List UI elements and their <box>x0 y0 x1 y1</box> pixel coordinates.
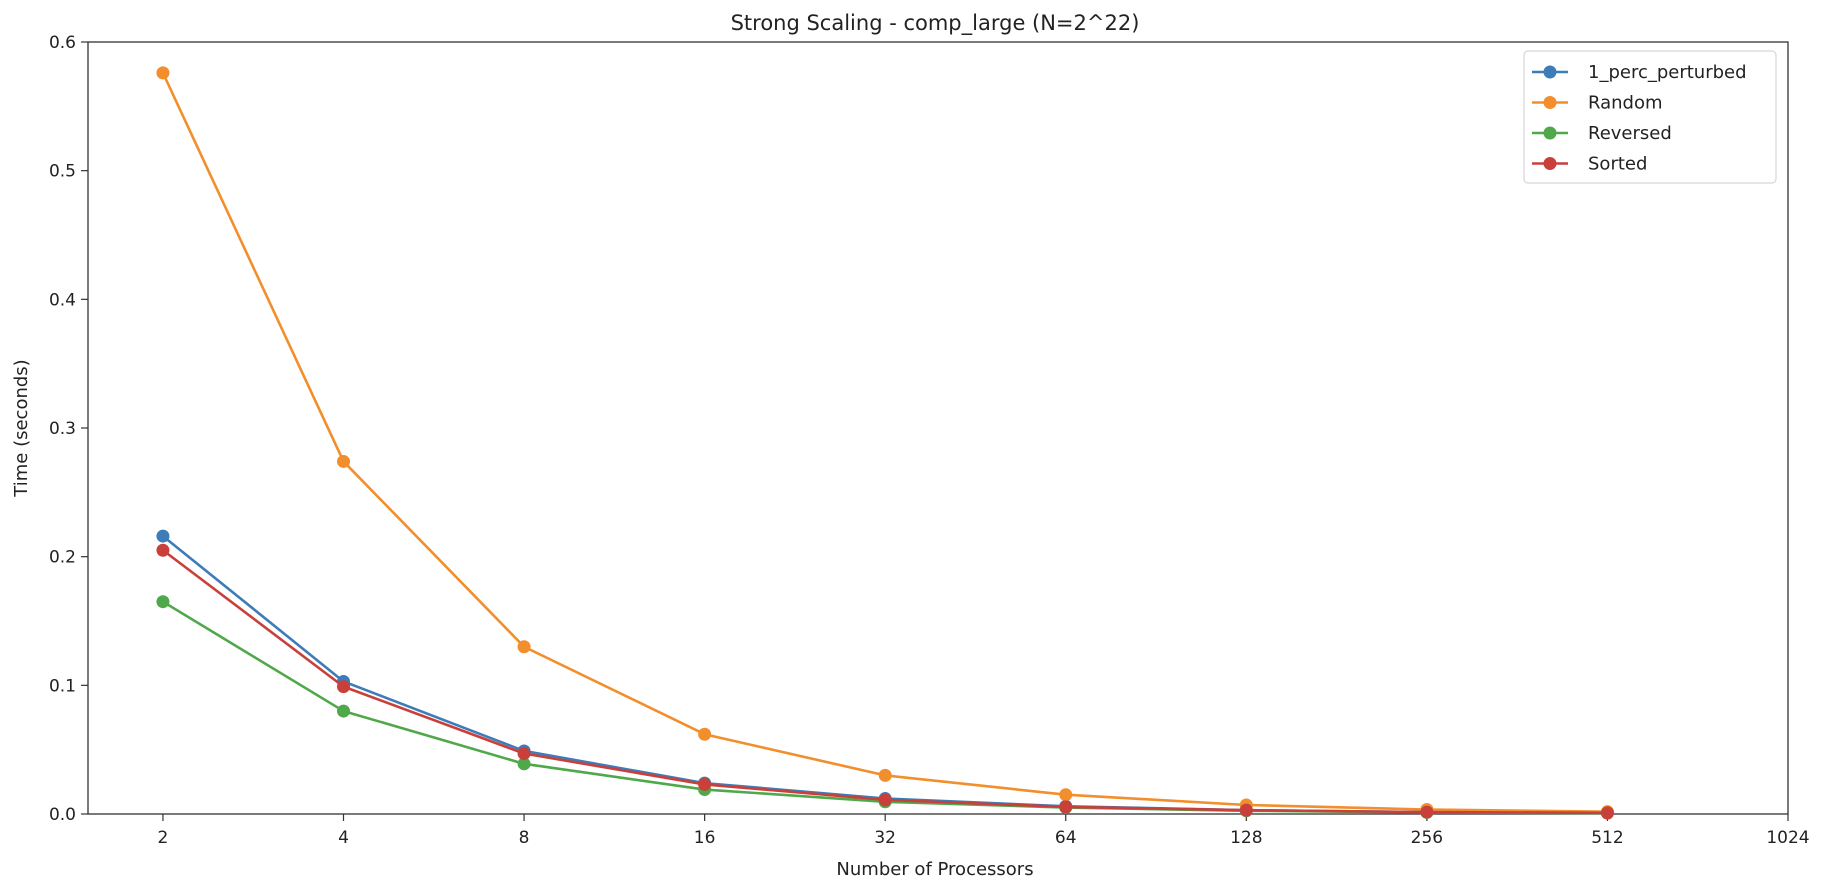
x-tick-label: 64 <box>1055 828 1077 848</box>
data-point-random <box>517 640 531 654</box>
data-point-reversed <box>156 595 170 609</box>
x-tick-label: 128 <box>1230 828 1262 848</box>
x-tick-label: 32 <box>874 828 896 848</box>
x-tick-label: 512 <box>1591 828 1623 848</box>
legend-label: Sorted <box>1588 154 1647 175</box>
y-tick-label: 0.3 <box>49 419 76 439</box>
x-tick-label: 4 <box>338 828 349 848</box>
data-point-random <box>878 768 892 782</box>
data-point-reversed <box>337 704 351 718</box>
y-tick-label: 0.0 <box>49 805 76 825</box>
data-point-sorted <box>1239 803 1253 817</box>
y-tick-label: 0.2 <box>49 548 76 568</box>
y-axis: 0.0 0.1 0.2 0.3 0.4 0.5 0.6 <box>49 33 88 825</box>
data-point-sorted <box>1059 800 1073 814</box>
data-point-random <box>156 66 170 80</box>
x-tick-label: 256 <box>1411 828 1443 848</box>
data-point-sorted <box>1420 805 1434 819</box>
data-point-reversed <box>517 757 531 771</box>
x-tick-label: 16 <box>694 828 716 848</box>
legend-swatch-marker <box>1543 126 1557 140</box>
x-tick-label: 8 <box>519 828 530 848</box>
data-point-random <box>337 454 351 468</box>
data-point-sorted <box>1600 806 1614 820</box>
data-point-random <box>698 727 712 741</box>
legend-label: 1_perc_perturbed <box>1588 62 1747 83</box>
x-tick-label: 2 <box>158 828 169 848</box>
legend-item-1-perc-perturbed: 1_perc_perturbed <box>1532 62 1747 83</box>
data-point-sorted <box>337 680 351 694</box>
plot-area <box>87 41 1789 815</box>
series-sorted <box>156 543 1614 820</box>
y-tick-label: 0.6 <box>49 33 76 53</box>
x-tick-label: 1024 <box>1766 828 1809 848</box>
x-axis-title: Number of Processors <box>836 859 1033 880</box>
data-point-sorted <box>878 793 892 807</box>
y-tick-label: 0.1 <box>49 676 76 696</box>
data-point-random <box>1059 788 1073 802</box>
data-point-1-perc-perturbed <box>156 529 170 543</box>
legend-box <box>1523 50 1777 184</box>
data-point-sorted <box>698 777 712 791</box>
x-axis: 2 4 8 16 32 64 128 256 512 1024 <box>158 814 1810 848</box>
data-point-sorted <box>517 747 531 761</box>
legend-label: Reversed <box>1588 123 1672 144</box>
legend-swatch-marker <box>1543 65 1557 79</box>
data-point-sorted <box>156 543 170 557</box>
y-tick-label: 0.4 <box>49 290 76 310</box>
y-axis-title: Time (seconds) <box>11 359 32 497</box>
chart-title: Strong Scaling - comp_large (N=2^22) <box>731 11 1140 36</box>
legend-item-random: Random <box>1532 93 1663 114</box>
legend-item-sorted: Sorted <box>1532 154 1647 175</box>
legend-label: Random <box>1588 93 1663 114</box>
y-tick-label: 0.5 <box>49 162 76 182</box>
legend-swatch-marker <box>1543 96 1557 109</box>
series-layer <box>156 66 1614 820</box>
legend-item-reversed: Reversed <box>1532 123 1672 144</box>
legend-swatch-marker <box>1543 157 1557 170</box>
legend: 1_perc_perturbed Random Reversed Sorted <box>1523 50 1777 184</box>
